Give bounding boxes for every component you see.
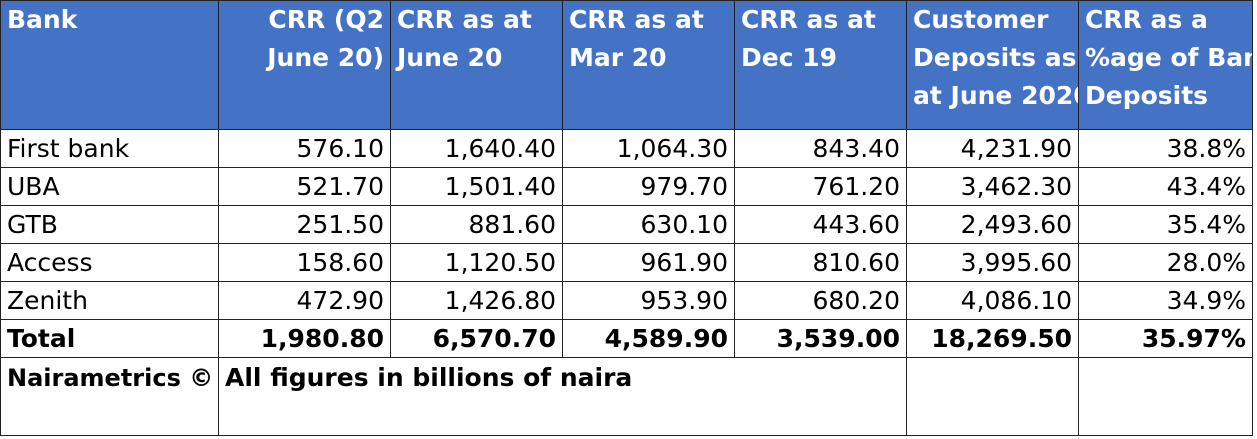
header-crr-mar: CRR as at Mar 20 <box>562 0 735 130</box>
deposits-cell: 4,086.10 <box>906 281 1079 320</box>
bank-name-cell: Zenith <box>0 281 219 320</box>
crr-june-cell: 881.60 <box>390 205 563 244</box>
deposits-cell: 3,995.60 <box>906 243 1079 282</box>
crr-dec-cell: 810.60 <box>734 243 907 282</box>
crr-q2-cell: 472.90 <box>218 281 391 320</box>
total-row: Total 1,980.80 6,570.70 4,589.90 3,539.0… <box>0 319 1253 358</box>
total-crr-june: 6,570.70 <box>390 319 563 358</box>
table-row: Zenith 472.90 1,426.80 953.90 680.20 4,0… <box>0 281 1253 320</box>
crr-june-cell: 1,501.40 <box>390 167 563 206</box>
header-crr-june: CRR as at June 20 <box>390 0 563 130</box>
crr-mar-cell: 630.10 <box>562 205 735 244</box>
header-crr-dec: CRR as at Dec 19 <box>734 0 907 130</box>
crr-dec-cell: 443.60 <box>734 205 907 244</box>
header-crr-pct: CRR as a%age of BankDeposits <box>1078 0 1253 130</box>
table-row: UBA 521.70 1,501.40 979.70 761.20 3,462.… <box>0 167 1253 206</box>
crr-june-cell: 1,120.50 <box>390 243 563 282</box>
bank-name-cell: Access <box>0 243 219 282</box>
deposits-cell: 4,231.90 <box>906 129 1079 168</box>
header-crr-q2: CRR (Q2 June 20) <box>218 0 391 130</box>
total-crr-pct: 35.97% <box>1078 319 1253 358</box>
footer-row: Nairametrics © All figures in billions o… <box>0 357 1253 436</box>
table-row: GTB 251.50 881.60 630.10 443.60 2,493.60… <box>0 205 1253 244</box>
total-crr-mar: 4,589.90 <box>562 319 735 358</box>
crr-pct-cell: 34.9% <box>1078 281 1253 320</box>
crr-pct-cell: 28.0% <box>1078 243 1253 282</box>
crr-june-cell: 1,426.80 <box>390 281 563 320</box>
crr-mar-cell: 1,064.30 <box>562 129 735 168</box>
crr-mar-cell: 979.70 <box>562 167 735 206</box>
header-row: Bank CRR (Q2 June 20) CRR as at June 20 CR… <box>0 0 1253 130</box>
total-label: Total <box>0 319 219 358</box>
footer-empty-cell <box>1078 357 1253 436</box>
crr-q2-cell: 251.50 <box>218 205 391 244</box>
crr-q2-cell: 576.10 <box>218 129 391 168</box>
crr-dec-cell: 680.20 <box>734 281 907 320</box>
total-crr-q2: 1,980.80 <box>218 319 391 358</box>
bank-name-cell: GTB <box>0 205 219 244</box>
table-row: First bank 576.10 1,640.40 1,064.30 843.… <box>0 129 1253 168</box>
crr-q2-cell: 521.70 <box>218 167 391 206</box>
deposits-cell: 3,462.30 <box>906 167 1079 206</box>
crr-mar-cell: 953.90 <box>562 281 735 320</box>
deposits-cell: 2,493.60 <box>906 205 1079 244</box>
total-crr-dec: 3,539.00 <box>734 319 907 358</box>
crr-mar-cell: 961.90 <box>562 243 735 282</box>
crr-june-cell: 1,640.40 <box>390 129 563 168</box>
footer-empty-cell <box>906 357 1079 436</box>
units-note: All figures in billions of naira <box>218 357 907 436</box>
source-credit: Nairametrics © <box>0 357 219 436</box>
crr-q2-cell: 158.60 <box>218 243 391 282</box>
bank-name-cell: First bank <box>0 129 219 168</box>
crr-pct-cell: 35.4% <box>1078 205 1253 244</box>
crr-pct-cell: 43.4% <box>1078 167 1253 206</box>
table-row: Access 158.60 1,120.50 961.90 810.60 3,9… <box>0 243 1253 282</box>
header-deposits: Customer Deposits as at June 2020 <box>906 0 1079 130</box>
bank-name-cell: UBA <box>0 167 219 206</box>
total-deposits: 18,269.50 <box>906 319 1079 358</box>
crr-dec-cell: 843.40 <box>734 129 907 168</box>
crr-pct-cell: 38.8% <box>1078 129 1253 168</box>
header-bank: Bank <box>0 0 219 130</box>
crr-dec-cell: 761.20 <box>734 167 907 206</box>
